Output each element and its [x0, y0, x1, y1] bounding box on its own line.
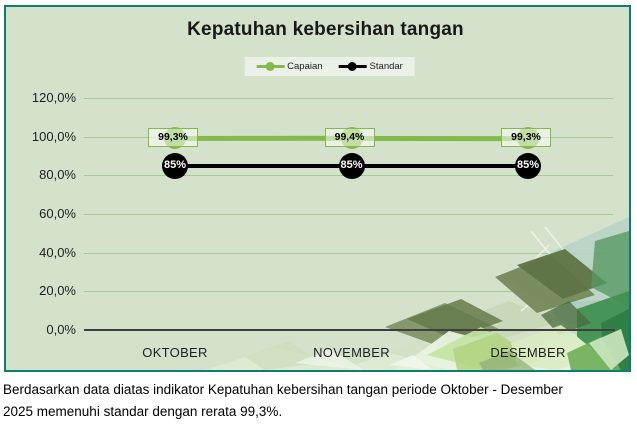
capaian-line-marker-icon	[256, 62, 285, 71]
caption-line-2: 2025 memenuhi standar dengan rerata 99,3…	[3, 404, 283, 419]
data-point-standar	[162, 152, 188, 179]
legend-item-capaian: Capaian	[256, 61, 323, 72]
series-line-standar	[351, 163, 528, 168]
standar-line-marker-icon	[338, 62, 367, 71]
legend-label-capaian: Capaian	[287, 61, 323, 72]
data-label: 85%	[340, 159, 363, 172]
chart-legend: Capaian Standar	[244, 57, 415, 76]
data-label: 99,3%	[501, 128, 551, 148]
y-axis-tick-label: 0,0%	[46, 322, 76, 337]
x-axis-category-label: DESEMBER	[490, 345, 566, 360]
legend-label-standar: Standar	[369, 61, 403, 72]
x-axis-category-label: NOVEMBER	[313, 345, 390, 360]
chart-card: Kepatuhan kebersihan tangan Capaian Stan…	[4, 5, 631, 372]
x-axis-line	[84, 329, 615, 331]
gridline	[84, 252, 613, 254]
data-label: 99,4%	[324, 127, 375, 147]
plot-area: 0,0% 20,0% 40,0% 60,0% 80,0% 100,0% 120,0% OKTO…	[6, 7, 629, 370]
data-label: 85%	[516, 159, 540, 172]
data-label: 99,3%	[148, 128, 198, 148]
chart-title: Kepatuhan kebersihan tangan	[187, 19, 464, 40]
gridline	[84, 291, 613, 293]
chart-caption: Berdasarkan data diatas indikator Kepatu…	[3, 379, 633, 423]
y-axis-tick-label: 100,0%	[31, 128, 76, 144]
y-axis-tick-label: 80,0%	[39, 167, 76, 183]
x-axis-category-label: OKTOBER	[142, 345, 208, 360]
gridline	[84, 98, 613, 99]
data-point-standar	[515, 152, 541, 179]
caption-line-1: Berdasarkan data diatas indikator Kepatu…	[3, 382, 563, 397]
data-label: 85%	[163, 159, 187, 172]
y-axis-tick-label: 120,0%	[31, 90, 76, 105]
y-axis-tick-label: 40,0%	[39, 244, 76, 260]
y-axis-tick-label: 20,0%	[39, 283, 76, 299]
gridline	[84, 214, 613, 215]
series-line-standar	[175, 163, 352, 168]
y-axis-tick-label: 60,0%	[39, 206, 76, 221]
legend-item-standar: Standar	[338, 61, 403, 72]
data-point-standar	[338, 152, 365, 179]
